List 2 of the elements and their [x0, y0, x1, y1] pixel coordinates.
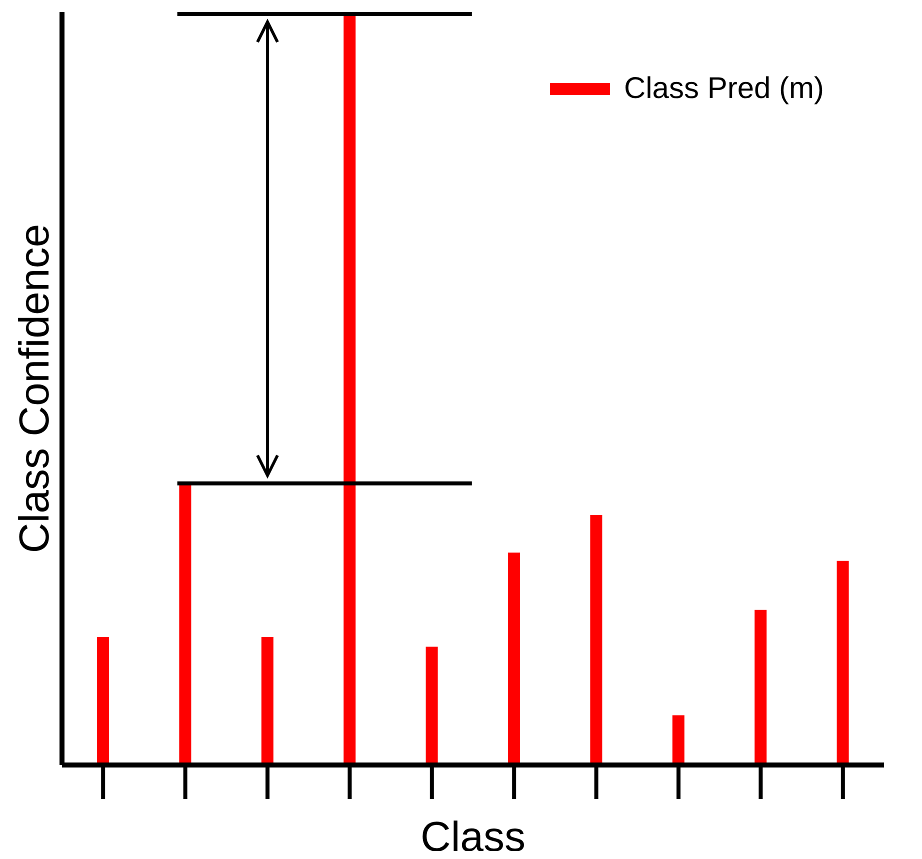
legend-label: Class Pred (m) [624, 72, 824, 106]
y-axis-title: Class Confidence [10, 224, 58, 554]
